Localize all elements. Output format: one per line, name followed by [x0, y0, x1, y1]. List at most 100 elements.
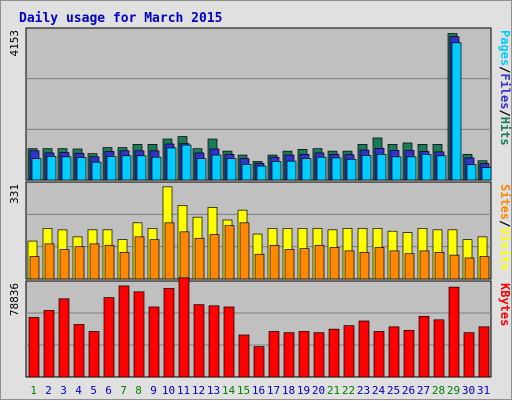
- bar-pages-16: [256, 165, 267, 181]
- x-tick-label-14: 14: [222, 384, 236, 397]
- bar-sites-21: [329, 247, 340, 280]
- bar-kbytes-5: [88, 331, 100, 378]
- bar-kbytes-4: [73, 324, 85, 378]
- bar-kbytes-16: [253, 346, 265, 378]
- bar-pages-24: [376, 153, 387, 181]
- x-tick-label-24: 24: [372, 384, 386, 397]
- bar-kbytes-26: [403, 329, 415, 378]
- bar-kbytes-14: [223, 306, 235, 378]
- x-tick-label-4: 4: [75, 384, 82, 397]
- bar-sites-11: [179, 231, 190, 280]
- x-tick-label-16: 16: [252, 384, 265, 397]
- bar-kbytes-29: [448, 286, 460, 378]
- bar-pages-26: [406, 156, 417, 181]
- bar-kbytes-15: [238, 334, 250, 378]
- x-tick-label-15: 15: [237, 384, 250, 397]
- y-max-label-top: 4153: [8, 30, 21, 57]
- chart-title: Daily usage for March 2015: [19, 11, 223, 26]
- x-tick-label-18: 18: [282, 384, 295, 397]
- bar-sites-15: [239, 222, 250, 280]
- bar-kbytes-24: [373, 331, 385, 378]
- bar-sites-7: [119, 251, 130, 280]
- bar-sites-9: [149, 239, 160, 280]
- x-tick-label-31: 31: [477, 384, 490, 397]
- x-tick-label-9: 9: [150, 384, 157, 397]
- bar-pages-2: [46, 156, 57, 181]
- x-tick-label-1: 1: [30, 384, 37, 397]
- bar-pages-13: [211, 154, 222, 181]
- x-tick-label-8: 8: [135, 384, 142, 397]
- right-label-part: /: [498, 220, 512, 227]
- bar-sites-6: [104, 244, 115, 280]
- bar-kbytes-9: [148, 306, 160, 378]
- x-tick-label-12: 12: [192, 384, 205, 397]
- bar-kbytes-20: [313, 332, 325, 378]
- bar-sites-17: [269, 244, 280, 280]
- bar-pages-27: [421, 153, 432, 181]
- bar-sites-10: [164, 222, 175, 280]
- bar-sites-8: [134, 236, 145, 280]
- bar-pages-23: [361, 155, 372, 181]
- bar-pages-25: [391, 156, 402, 181]
- bar-sites-22: [344, 250, 355, 280]
- right-label-part: /: [498, 109, 512, 116]
- right-label-part: Visits: [498, 227, 512, 270]
- bar-kbytes-22: [343, 325, 355, 378]
- bar-kbytes-19: [298, 331, 310, 378]
- x-tick-label-29: 29: [447, 384, 460, 397]
- bar-kbytes-12: [193, 304, 205, 378]
- x-tick-label-11: 11: [177, 384, 190, 397]
- bar-pages-18: [286, 160, 297, 181]
- bar-kbytes-28: [433, 319, 445, 378]
- bar-pages-12: [196, 158, 207, 181]
- y-max-label-middle: 331: [8, 184, 21, 204]
- x-tick-label-17: 17: [267, 384, 280, 397]
- bar-sites-28: [434, 251, 445, 280]
- bar-sites-4: [74, 246, 85, 280]
- x-tick-label-22: 22: [342, 384, 355, 397]
- bar-sites-29: [449, 254, 460, 280]
- bar-sites-12: [194, 237, 205, 280]
- bar-kbytes-1: [28, 317, 40, 378]
- right-label-part: Hits: [498, 117, 512, 146]
- x-tick-label-30: 30: [462, 384, 475, 397]
- bar-pages-30: [466, 164, 477, 181]
- bar-sites-30: [464, 257, 475, 280]
- bar-pages-21: [331, 157, 342, 181]
- bar-sites-20: [314, 244, 325, 280]
- bar-sites-14: [224, 225, 235, 280]
- bar-pages-9: [151, 156, 162, 181]
- x-tick-label-26: 26: [402, 384, 415, 397]
- bar-pages-3: [61, 156, 72, 181]
- bar-sites-23: [359, 251, 370, 280]
- bar-kbytes-23: [358, 320, 370, 378]
- bar-sites-16: [254, 253, 265, 280]
- bar-pages-20: [316, 156, 327, 181]
- bar-pages-28: [436, 155, 447, 181]
- bar-sites-19: [299, 248, 310, 280]
- bar-pages-1: [31, 158, 42, 181]
- x-tick-label-2: 2: [45, 384, 52, 397]
- bar-pages-8: [136, 155, 147, 181]
- bar-sites-13: [209, 234, 220, 280]
- right-label-part: Pages: [498, 30, 512, 66]
- bar-kbytes-3: [58, 298, 70, 378]
- bar-kbytes-13: [208, 305, 220, 378]
- right-label-part: KBytes: [498, 283, 512, 326]
- x-tick-label-19: 19: [297, 384, 310, 397]
- bar-pages-19: [301, 158, 312, 181]
- y-max-label-bottom: 78836: [8, 283, 21, 316]
- x-tick-label-25: 25: [387, 384, 400, 397]
- bar-pages-15: [241, 163, 252, 181]
- bar-kbytes-18: [283, 332, 295, 378]
- bar-pages-6: [106, 156, 117, 181]
- x-tick-label-10: 10: [162, 384, 175, 397]
- bar-sites-3: [59, 249, 70, 280]
- bar-kbytes-10: [163, 287, 175, 378]
- bar-sites-5: [89, 243, 100, 280]
- bar-sites-27: [419, 250, 430, 280]
- bar-pages-5: [91, 161, 102, 181]
- bar-pages-10: [166, 147, 177, 181]
